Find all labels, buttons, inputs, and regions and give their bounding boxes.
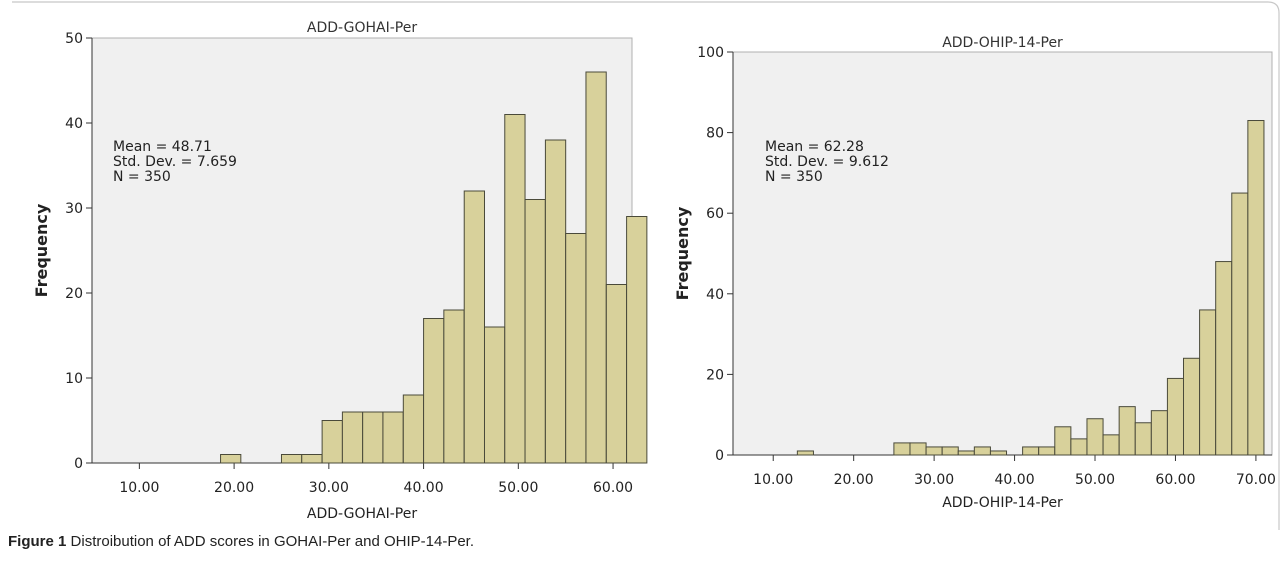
- histogram-bar: [1166, 377, 1185, 456]
- histogram-bar: [402, 394, 425, 464]
- caption-text: Distroibution of ADD scores in GOHAI-Per…: [70, 533, 475, 550]
- histogram-bar: [321, 420, 343, 464]
- y-axis-label: Frequency: [673, 206, 692, 300]
- stats-line: N = 350: [765, 169, 823, 185]
- y-tick-label: 100: [697, 45, 724, 61]
- histogram-bar: [1231, 192, 1249, 456]
- x-tick-label: 40.00: [995, 472, 1035, 488]
- y-tick-label: 0: [715, 448, 724, 464]
- chart-title: ADD-GOHAI-Per: [307, 20, 417, 36]
- plot-area: [732, 51, 1273, 456]
- chart-1: ADD-GOHAI-Per 0 10 20 30 40 50 10.00 20.00 30.00 4…: [32, 20, 648, 522]
- y-tick-label: 10: [65, 371, 83, 387]
- histogram-bar: [220, 454, 242, 464]
- y-axis-label: Frequency: [32, 203, 51, 297]
- histogram-bar: [1199, 309, 1217, 456]
- histogram-bar: [341, 411, 364, 464]
- histogram-bar: [463, 190, 485, 464]
- histogram-bar: [605, 284, 628, 464]
- stats-line: Std. Dev. = 9.612: [765, 154, 889, 170]
- y-tick-label: 40: [706, 287, 724, 303]
- x-tick-label: 50.00: [498, 480, 538, 496]
- chart-title: ADD-OHIP-14-Per: [942, 35, 1063, 51]
- x-tick-label: 20.00: [214, 480, 254, 496]
- histogram-bar: [796, 450, 814, 456]
- x-tick-label: 20.00: [834, 472, 874, 488]
- histogram-bar: [1183, 357, 1201, 456]
- histogram-bar: [626, 216, 648, 464]
- stats-line: N = 350: [113, 169, 171, 185]
- histogram-bar: [362, 411, 384, 464]
- histogram-bar: [483, 326, 506, 464]
- histogram-bar: [544, 139, 567, 464]
- histogram-bar: [989, 450, 1008, 456]
- figure-caption: Figure 1 Distroibution of ADD scores in …: [8, 533, 474, 550]
- stats-line: Std. Dev. = 7.659: [113, 154, 237, 170]
- x-tick-label: 10.00: [119, 480, 159, 496]
- x-tick-label: 60.00: [593, 480, 633, 496]
- histogram-bar: [1247, 120, 1265, 456]
- x-axis-label: ADD-OHIP-14-Per: [942, 495, 1063, 511]
- y-tick-label: 30: [65, 201, 83, 217]
- x-tick-label: 50.00: [1075, 472, 1115, 488]
- y-tick-label: 60: [706, 206, 724, 222]
- y-tick-label: 50: [65, 31, 83, 47]
- x-tick-label: 10.00: [753, 472, 793, 488]
- frame-border: [12, 1, 1280, 530]
- y-tick-label: 40: [65, 116, 83, 132]
- histogram-bar: [1038, 446, 1056, 456]
- x-tick-label: 30.00: [309, 480, 349, 496]
- histogram-bar: [941, 446, 959, 456]
- histogram-bar: [382, 411, 404, 464]
- histogram-bar: [973, 446, 991, 456]
- histogram-bar: [1134, 422, 1152, 456]
- histogram-bar: [1102, 434, 1120, 456]
- histogram-bar: [504, 114, 526, 464]
- histogram-bar: [1086, 418, 1104, 456]
- histogram-bar: [925, 446, 943, 456]
- histogram-bar: [1150, 410, 1168, 456]
- histogram-bar: [423, 318, 445, 464]
- stats-line: Mean = 62.28: [765, 139, 864, 155]
- chart-2: ADD-OHIP-14-Per 0 20 40 60 80 100 10.00 20.00 30.…: [673, 35, 1276, 511]
- histogram-bar: [565, 233, 587, 464]
- y-tick-label: 80: [706, 126, 724, 142]
- caption-label: Figure 1: [8, 533, 67, 550]
- histogram-bar: [585, 71, 607, 464]
- y-tick-label: 0: [74, 456, 83, 472]
- y-tick-label: 20: [65, 286, 83, 302]
- histogram-bar: [1215, 261, 1233, 456]
- x-tick-label: 70.00: [1236, 472, 1276, 488]
- histogram-bar: [1070, 438, 1088, 456]
- histogram-bar: [524, 199, 546, 464]
- x-tick-label: 30.00: [914, 472, 954, 488]
- x-tick-label: 40.00: [404, 480, 444, 496]
- histogram-bar: [1118, 406, 1136, 456]
- y-tick-label: 20: [706, 367, 724, 383]
- histogram-bar: [957, 450, 975, 456]
- histogram-bar: [893, 442, 911, 456]
- stats-line: Mean = 48.71: [113, 139, 212, 155]
- histogram-bar: [1054, 426, 1072, 456]
- histogram-bar: [280, 454, 303, 464]
- histogram-bar: [1022, 446, 1040, 456]
- histogram-bar: [301, 454, 323, 464]
- x-tick-label: 60.00: [1155, 472, 1195, 488]
- histogram-bar: [443, 309, 465, 464]
- histogram-bar: [909, 442, 927, 456]
- x-axis-label: ADD-GOHAI-Per: [307, 506, 417, 522]
